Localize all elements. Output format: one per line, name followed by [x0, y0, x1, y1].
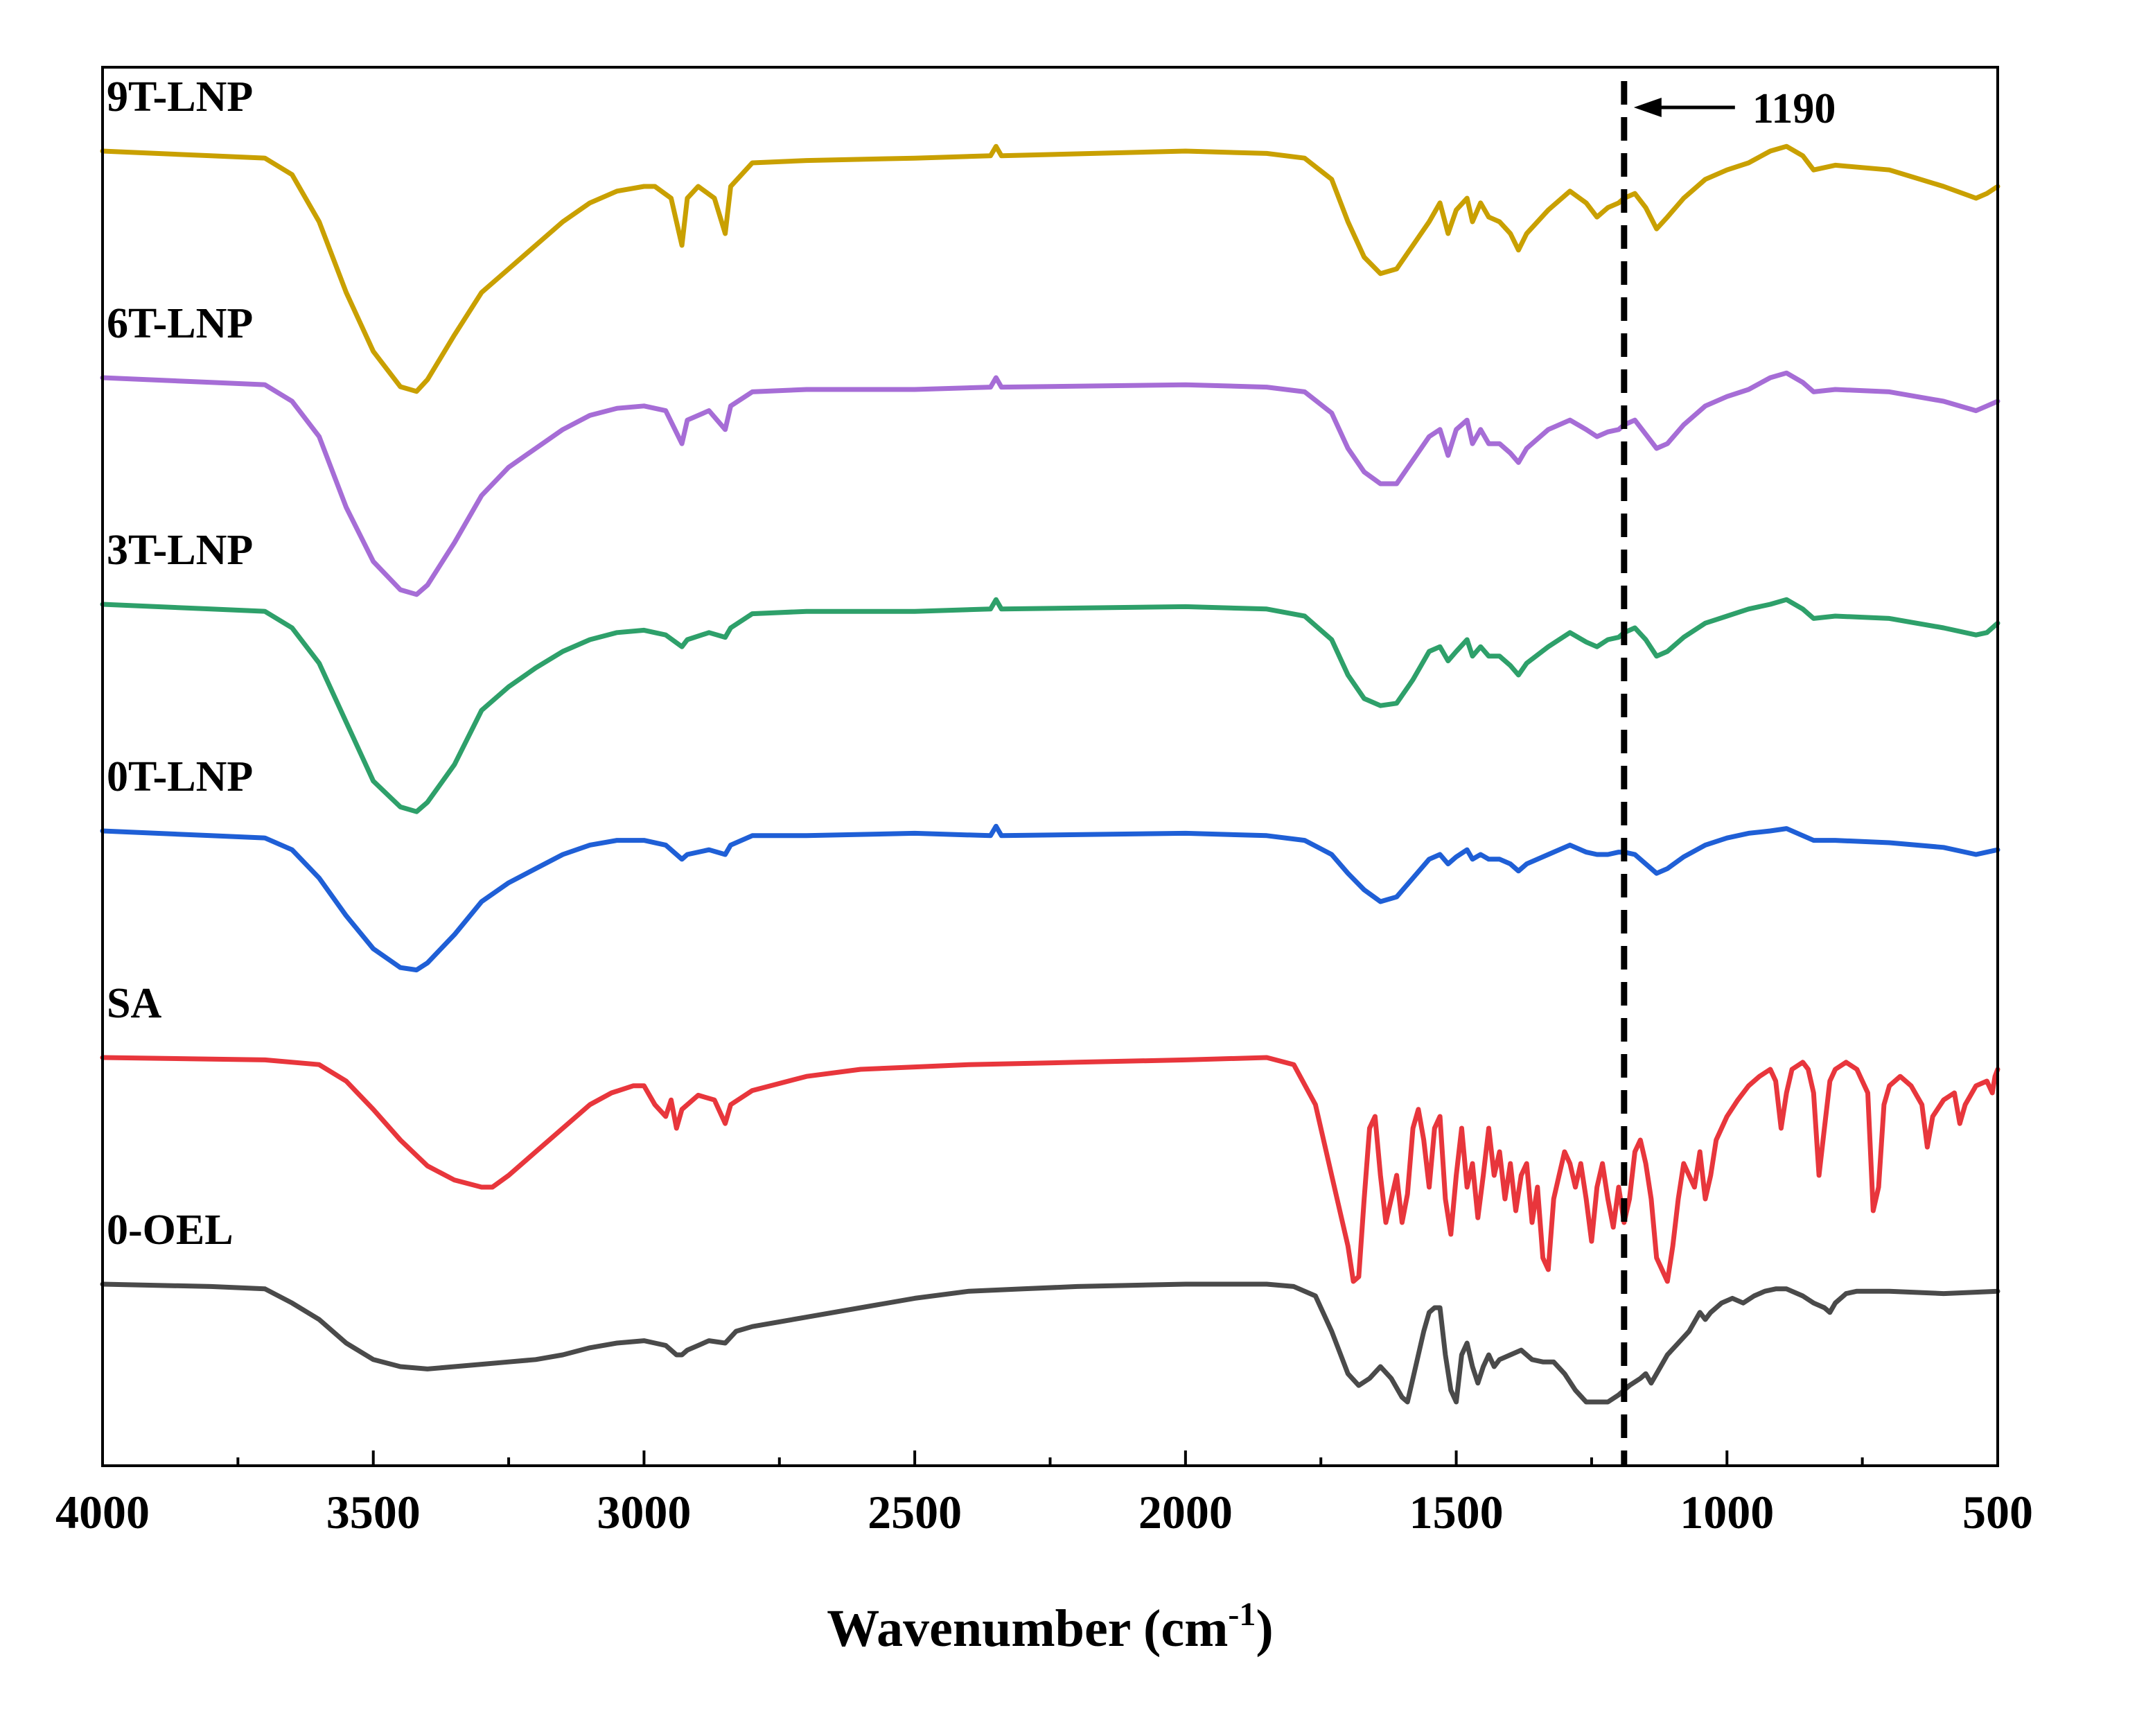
series-line-3t-lnp [100, 597, 2000, 814]
reference-label: 1190 [1752, 85, 1836, 132]
series-label-6t-lnp: 6T-LNP [107, 300, 253, 347]
x-tick-label-3000: 3000 [597, 1486, 691, 1538]
x-axis-title: Wavenumber (cm-1) [827, 1596, 1273, 1658]
series-line-0t-lnp [100, 823, 2000, 973]
series-line-9t-lnp [100, 143, 2000, 394]
x-axis-title-main: Wavenumber (cm [827, 1599, 1228, 1658]
series-labels: 9T-LNP 6T-LNP 3T-LNP 0T-LNP SA 0-OEL [107, 73, 253, 1254]
series-label-3t-lnp: 3T-LNP [107, 527, 253, 574]
series-label-0-oel: 0-OEL [107, 1207, 234, 1254]
series-line-sa [100, 1055, 2000, 1284]
series-line-0-oel [100, 1281, 2000, 1405]
x-tick-label-3500: 3500 [326, 1486, 421, 1538]
x-tick-label-1500: 1500 [1409, 1486, 1504, 1538]
x-tick-label-500: 500 [1962, 1486, 2033, 1538]
x-tick-label-1000: 1000 [1680, 1486, 1774, 1538]
x-axis-title-superscript: -1 [1228, 1596, 1256, 1633]
series-line-6t-lnp [100, 370, 2000, 597]
x-axis-ticks: 4000 3500 3000 2500 2000 1500 1000 500 [55, 1450, 2033, 1538]
x-tick-label-2000: 2000 [1138, 1486, 1233, 1538]
x-tick-label-4000: 4000 [55, 1486, 150, 1538]
series-label-0t-lnp: 0T-LNP [107, 753, 253, 800]
spectra-group [100, 143, 2000, 1405]
reference-annotation: 1190 [1633, 85, 1836, 132]
reference-arrow-head [1633, 98, 1662, 117]
x-tick-label-2500: 2500 [868, 1486, 962, 1538]
plot-frame [101, 66, 1999, 1467]
series-label-9t-lnp: 9T-LNP [107, 73, 253, 121]
x-axis-title-close: ) [1256, 1599, 1273, 1658]
series-label-sa: SA [107, 980, 161, 1027]
